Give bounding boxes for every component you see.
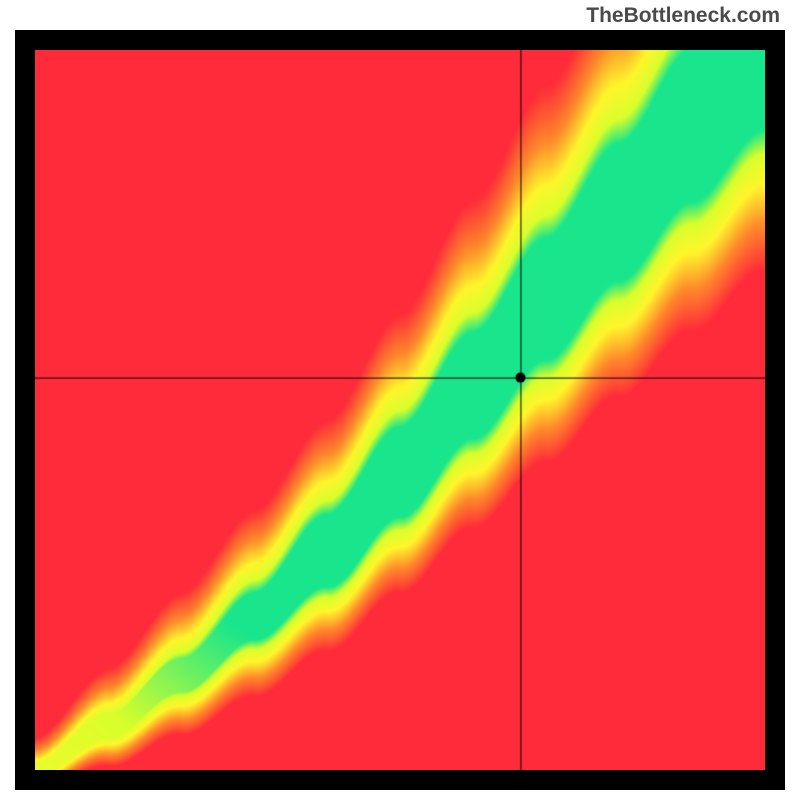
bottleneck-heatmap — [35, 50, 765, 770]
chart-frame — [15, 30, 785, 790]
watermark-text: TheBottleneck.com — [586, 4, 780, 28]
chart-inner — [35, 50, 765, 770]
